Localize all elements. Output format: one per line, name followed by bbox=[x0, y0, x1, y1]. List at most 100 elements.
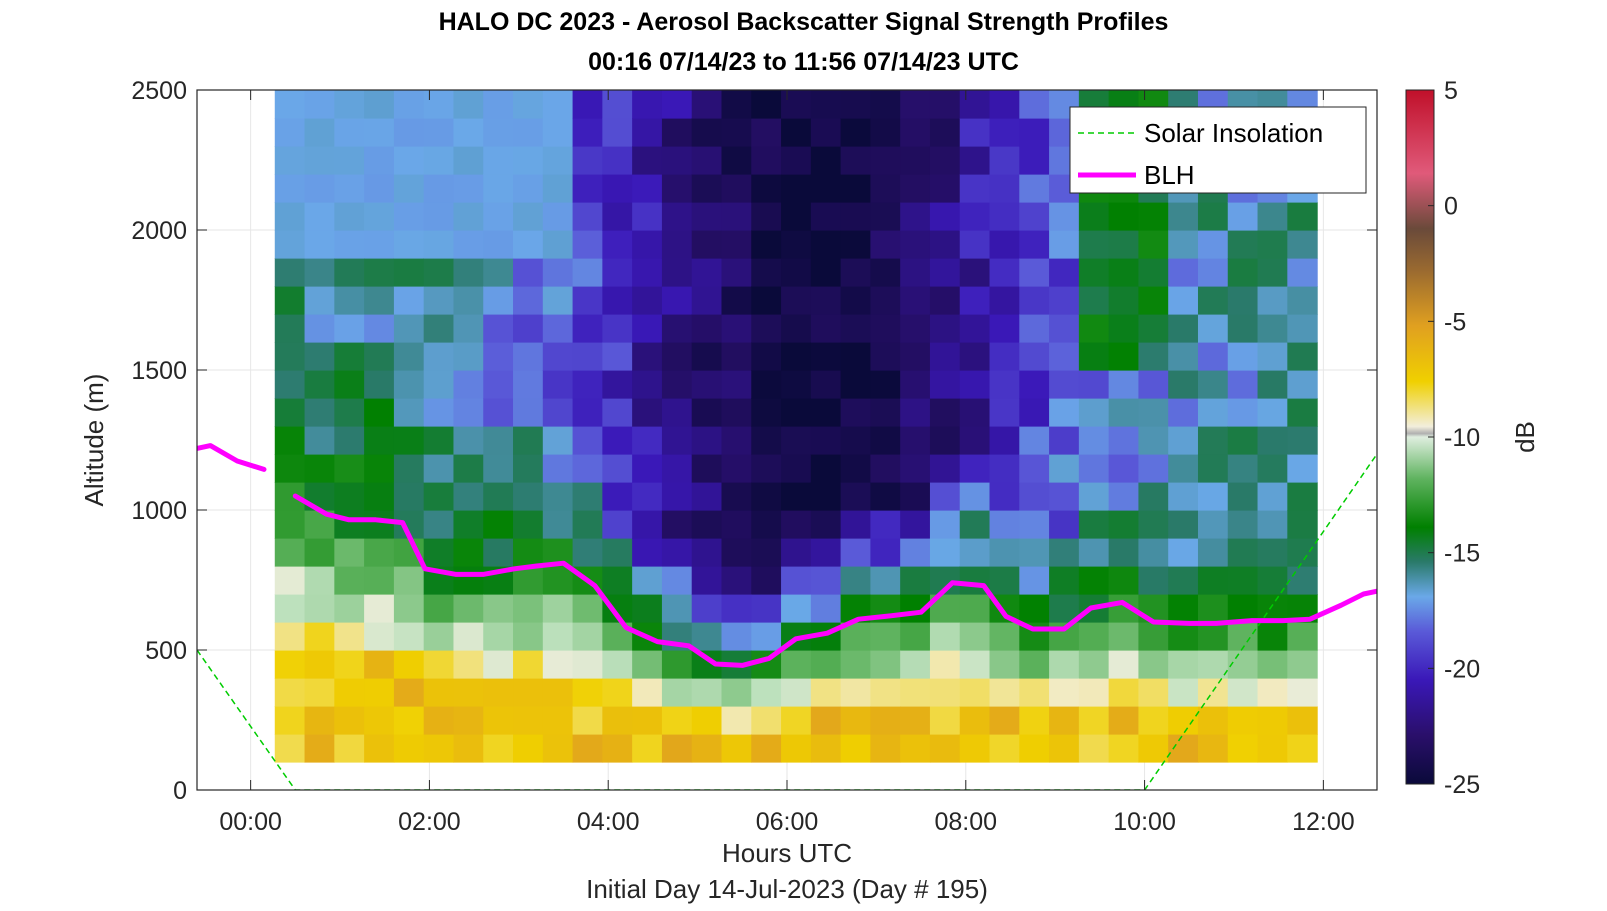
heatmap-cell bbox=[989, 538, 1020, 567]
heatmap-cell bbox=[1108, 426, 1140, 455]
heatmap-cell bbox=[1019, 370, 1050, 399]
heatmap-cell bbox=[334, 174, 365, 203]
heatmap-cell bbox=[661, 174, 693, 203]
heatmap-cell bbox=[661, 706, 693, 735]
heatmap-cell bbox=[393, 426, 425, 455]
heatmap-cell bbox=[840, 650, 871, 679]
heatmap-cell bbox=[691, 258, 723, 287]
heatmap-cell bbox=[989, 230, 1020, 259]
heatmap-cell bbox=[542, 734, 574, 763]
heatmap-cell bbox=[810, 118, 842, 147]
heatmap-cell bbox=[304, 622, 335, 651]
heatmap-cell bbox=[572, 230, 603, 259]
heatmap-cell bbox=[959, 734, 991, 763]
heatmap-cell bbox=[1227, 650, 1259, 679]
x-tick-label: 04:00 bbox=[577, 808, 640, 836]
heatmap-cell bbox=[1049, 482, 1080, 511]
heatmap-cell bbox=[959, 482, 991, 511]
heatmap-cell bbox=[691, 370, 723, 399]
heatmap-cell bbox=[900, 650, 931, 679]
heatmap-cell bbox=[900, 398, 931, 427]
heatmap-cell bbox=[721, 90, 752, 119]
heatmap-cell bbox=[423, 202, 455, 231]
heatmap-cell bbox=[542, 398, 574, 427]
heatmap-cell bbox=[542, 706, 574, 735]
heatmap-cell bbox=[870, 286, 901, 315]
heatmap-cell bbox=[1049, 370, 1080, 399]
heatmap-cell bbox=[483, 174, 514, 203]
heatmap-cell bbox=[929, 314, 961, 343]
heatmap-cell bbox=[483, 258, 514, 287]
heatmap-cell bbox=[364, 202, 395, 231]
heatmap-cell bbox=[334, 594, 365, 623]
heatmap-cell bbox=[274, 510, 306, 539]
heatmap-cell bbox=[1257, 426, 1288, 455]
heatmap-cell bbox=[781, 426, 812, 455]
heatmap-cell bbox=[572, 510, 603, 539]
heatmap-cell bbox=[721, 314, 752, 343]
heatmap-cell bbox=[900, 482, 931, 511]
heatmap-cell bbox=[453, 734, 484, 763]
heatmap-cell bbox=[364, 482, 395, 511]
heatmap-cell bbox=[989, 426, 1020, 455]
heatmap-cell bbox=[1257, 202, 1288, 231]
heatmap-cell bbox=[393, 146, 425, 175]
heatmap-cell bbox=[453, 258, 484, 287]
heatmap-cell bbox=[1108, 510, 1140, 539]
heatmap-cell bbox=[929, 734, 961, 763]
heatmap-cell bbox=[840, 146, 871, 175]
heatmap-cell bbox=[1168, 706, 1199, 735]
heatmap-cell bbox=[721, 146, 752, 175]
heatmap-cell bbox=[781, 342, 812, 371]
heatmap-cell bbox=[513, 174, 544, 203]
heatmap-cell bbox=[602, 146, 633, 175]
heatmap-cell bbox=[900, 678, 931, 707]
heatmap-cell bbox=[483, 734, 514, 763]
x-tick-label: 00:00 bbox=[219, 808, 282, 836]
heatmap-cell bbox=[870, 650, 901, 679]
heatmap-cell bbox=[393, 314, 425, 343]
heatmap-cell bbox=[453, 706, 484, 735]
heatmap-cell bbox=[364, 594, 395, 623]
heatmap-cell bbox=[1019, 594, 1050, 623]
heatmap-cell bbox=[423, 734, 455, 763]
heatmap-cell bbox=[483, 370, 514, 399]
heatmap-cell bbox=[334, 622, 365, 651]
heatmap-cell bbox=[542, 286, 574, 315]
heatmap-cell bbox=[1138, 230, 1169, 259]
heatmap-cell bbox=[393, 734, 425, 763]
heatmap-cell bbox=[1078, 398, 1110, 427]
heatmap-cell bbox=[1197, 706, 1229, 735]
y-axis-label: Altitude (m) bbox=[79, 374, 109, 507]
heatmap-cell bbox=[274, 146, 306, 175]
heatmap-cell bbox=[513, 146, 544, 175]
heatmap-cell bbox=[959, 146, 991, 175]
heatmap-cell bbox=[810, 398, 842, 427]
heatmap-cell bbox=[1227, 538, 1259, 567]
heatmap-cell bbox=[1197, 258, 1229, 287]
heatmap-cell bbox=[1138, 426, 1169, 455]
heatmap-cell bbox=[721, 426, 752, 455]
heatmap-cell bbox=[721, 202, 752, 231]
heatmap-cell bbox=[483, 286, 514, 315]
heatmap-cell bbox=[900, 370, 931, 399]
heatmap-cell bbox=[1257, 258, 1288, 287]
heatmap-cell bbox=[572, 454, 603, 483]
heatmap-cell bbox=[989, 678, 1020, 707]
heatmap-cell bbox=[840, 230, 871, 259]
heatmap-cell bbox=[364, 230, 395, 259]
heatmap-cell bbox=[1287, 314, 1318, 343]
heatmap-cell bbox=[304, 118, 335, 147]
heatmap-cell bbox=[751, 622, 782, 651]
heatmap-cell bbox=[661, 566, 693, 595]
heatmap-cell bbox=[632, 566, 663, 595]
heatmap-cell bbox=[632, 594, 663, 623]
heatmap-cell bbox=[989, 146, 1020, 175]
heatmap-cell bbox=[1019, 314, 1050, 343]
heatmap-cell bbox=[810, 594, 842, 623]
heatmap-cell bbox=[1287, 510, 1318, 539]
heatmap-cell bbox=[304, 146, 335, 175]
heatmap-cell bbox=[1078, 426, 1110, 455]
colorbar-tick-label: -15 bbox=[1444, 540, 1480, 568]
heatmap-cell bbox=[572, 90, 603, 119]
